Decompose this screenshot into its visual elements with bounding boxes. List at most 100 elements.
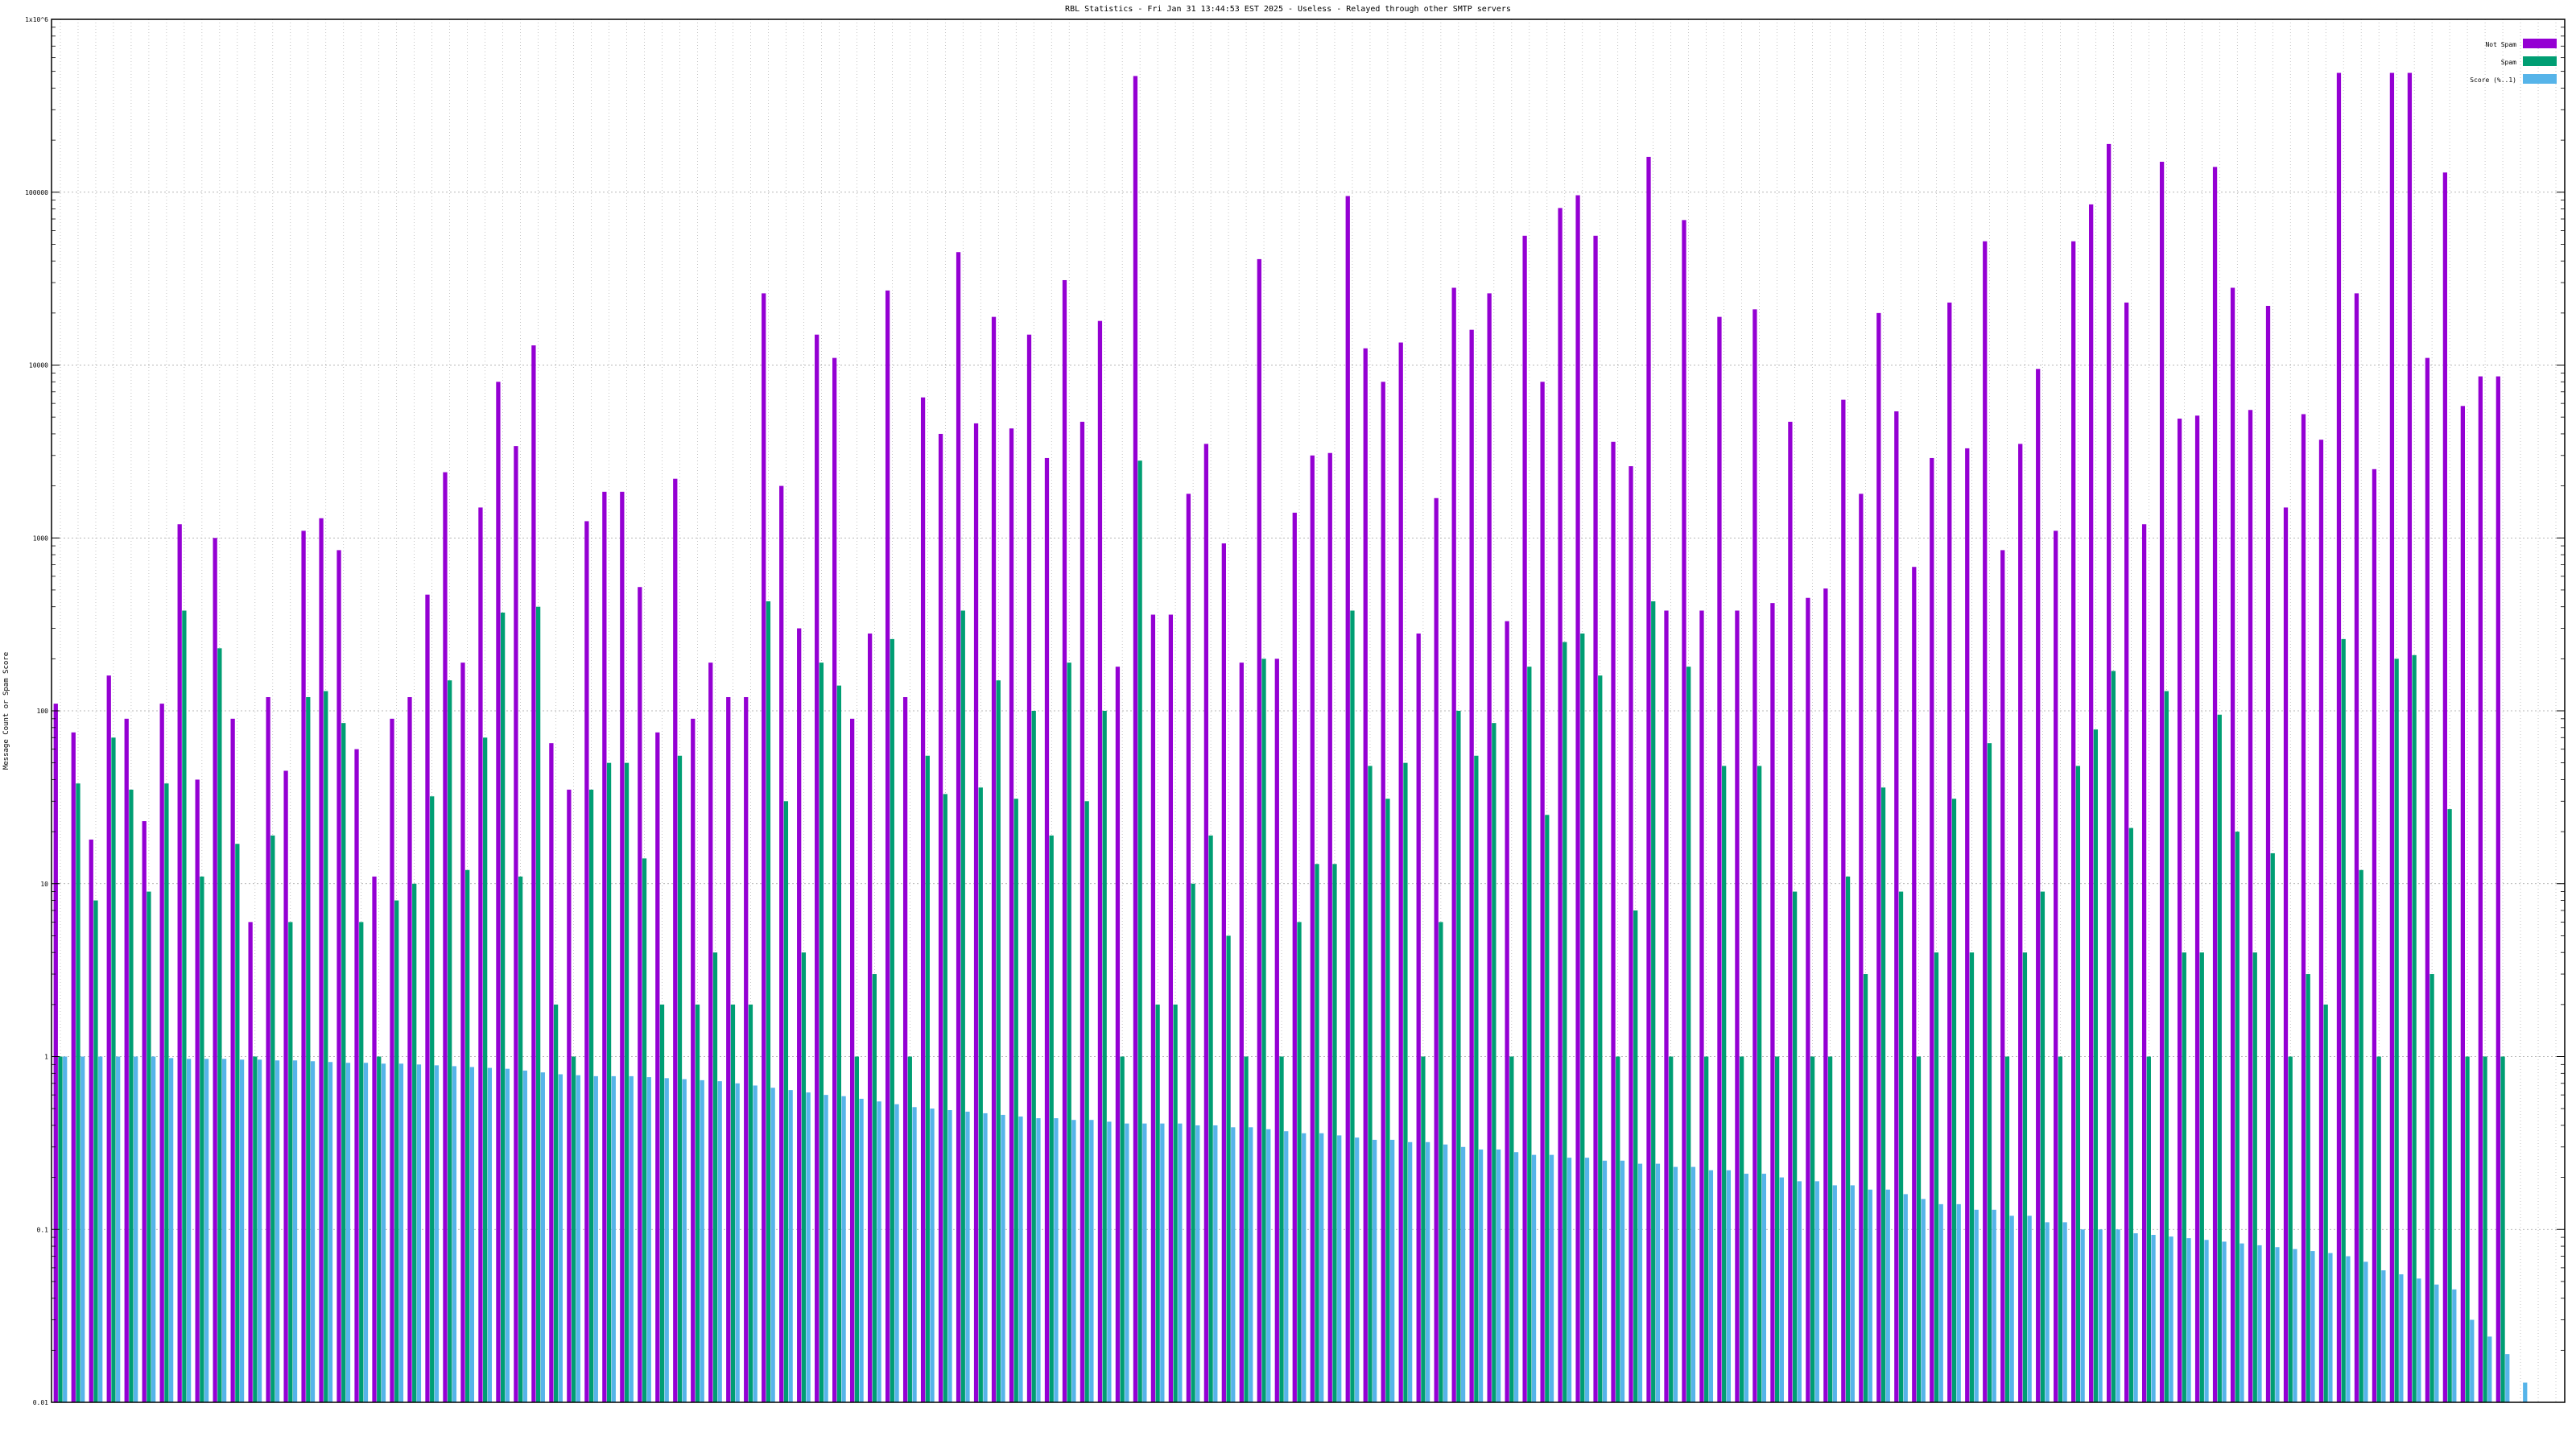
bar-spam: [341, 723, 346, 1402]
bar-not-spam: [159, 704, 164, 1402]
bar-score-1: [63, 1056, 68, 1402]
bar-spam: [819, 663, 824, 1402]
bar-score-1: [1373, 1139, 1377, 1402]
bar-score-1: [2204, 1240, 2209, 1402]
bar-score-1: [1814, 1181, 1819, 1402]
bar-not-spam: [1699, 610, 1704, 1402]
bar-score-1: [753, 1085, 758, 1402]
bar-not-spam: [71, 732, 76, 1402]
bar-spam: [1332, 864, 1337, 1402]
bar-score-1: [2275, 1247, 2280, 1402]
bar-not-spam: [1345, 196, 1350, 1403]
bar-spam: [535, 606, 541, 1402]
bar-not-spam: [1186, 493, 1191, 1403]
bar-spam: [377, 1056, 382, 1402]
bar-spam: [1031, 711, 1036, 1402]
bar-spam: [854, 1056, 859, 1402]
bar-score-1: [416, 1064, 422, 1402]
bar-spam: [1951, 799, 1957, 1402]
bar-spam: [2359, 869, 2363, 1402]
bar-not-spam: [850, 718, 855, 1402]
bar-not-spam: [1646, 156, 1651, 1402]
bar-not-spam: [514, 446, 518, 1402]
bar-spam: [1297, 922, 1302, 1402]
bar-spam: [2323, 1004, 2328, 1402]
bar-spam: [2128, 828, 2133, 1402]
bar-score-1: [682, 1079, 687, 1402]
bar-spam: [2111, 671, 2116, 1402]
bar-score-1: [2240, 1243, 2244, 1402]
bar-score-1: [1319, 1133, 1324, 1402]
bar-score-1: [1231, 1127, 1236, 1402]
bar-not-spam: [2301, 414, 2306, 1402]
y-tick-label: 100: [37, 708, 49, 715]
y-tick-label: 0.01: [33, 1399, 48, 1406]
bar-not-spam: [248, 922, 253, 1402]
bar-score-1: [2062, 1222, 2067, 1402]
bar-score-1: [487, 1067, 493, 1402]
bar-score-1: [204, 1059, 209, 1402]
bar-spam: [1492, 723, 1496, 1402]
bar-not-spam: [1469, 329, 1474, 1402]
bar-score-1: [2310, 1251, 2315, 1402]
bar-score-1: [965, 1111, 970, 1402]
bar-score-1: [2186, 1238, 2191, 1402]
bar-spam: [712, 952, 718, 1402]
bar-spam: [996, 680, 1001, 1402]
bar-not-spam: [920, 397, 926, 1402]
bar-spam: [306, 696, 311, 1402]
bar-spam: [2341, 638, 2346, 1402]
bar-score-1: [434, 1065, 440, 1402]
bar-spam: [1439, 922, 1443, 1402]
bar-score-1: [221, 1059, 227, 1402]
bar-score-1: [452, 1066, 457, 1402]
bar-score-1: [522, 1070, 527, 1402]
bar-score-1: [328, 1062, 333, 1402]
y-tick-label: 10000: [29, 362, 48, 369]
bar-score-1: [1496, 1149, 1501, 1402]
bar-not-spam: [336, 550, 341, 1403]
bar-spam: [164, 783, 169, 1402]
bar-not-spam: [407, 696, 412, 1402]
bar-spam: [2500, 1056, 2505, 1402]
bar-score-1: [629, 1075, 634, 1402]
bar-spam: [147, 891, 151, 1402]
bar-spam: [978, 787, 983, 1402]
bar-score-1: [2222, 1241, 2227, 1402]
bar-score-1: [1584, 1158, 1590, 1402]
bar-score-1: [398, 1063, 404, 1402]
bar-spam: [2412, 654, 2417, 1402]
bar-not-spam: [1752, 309, 1757, 1402]
bar-not-spam: [2124, 302, 2129, 1402]
bar-not-spam: [1611, 441, 1616, 1402]
bar-score-1: [1549, 1154, 1554, 1402]
bar-spam: [2182, 952, 2186, 1402]
bar-not-spam: [1416, 633, 1421, 1402]
y-tick-label: 1x10^6: [25, 16, 48, 23]
bar-spam: [1403, 762, 1408, 1402]
bar-score-1: [1089, 1120, 1094, 1402]
bar-score-1: [2009, 1216, 2014, 1402]
bar-score-1: [1478, 1149, 1484, 1402]
bar-score-1: [1673, 1166, 1678, 1402]
bar-spam: [1191, 883, 1195, 1402]
bar-not-spam: [567, 789, 572, 1402]
bar-score-1: [1726, 1170, 1732, 1402]
bar-score-1: [859, 1098, 864, 1402]
bar-not-spam: [372, 876, 377, 1402]
y-tick-label: 10: [40, 881, 48, 888]
bar-not-spam: [1629, 466, 1633, 1402]
bar-score-1: [98, 1056, 103, 1402]
bar-score-1: [1107, 1121, 1112, 1402]
bar-score-1: [2328, 1253, 2333, 1402]
y-axis-label: Message Count or Spam Score: [2, 652, 10, 770]
bar-not-spam: [673, 478, 678, 1402]
bar-not-spam: [938, 433, 943, 1402]
bar-not-spam: [2265, 305, 2271, 1402]
bar-spam: [1774, 1056, 1780, 1402]
bar-spam: [1385, 799, 1390, 1402]
bar-not-spam: [1292, 512, 1297, 1402]
legend-label: Spam: [2501, 59, 2516, 66]
bar-spam: [907, 1056, 912, 1402]
